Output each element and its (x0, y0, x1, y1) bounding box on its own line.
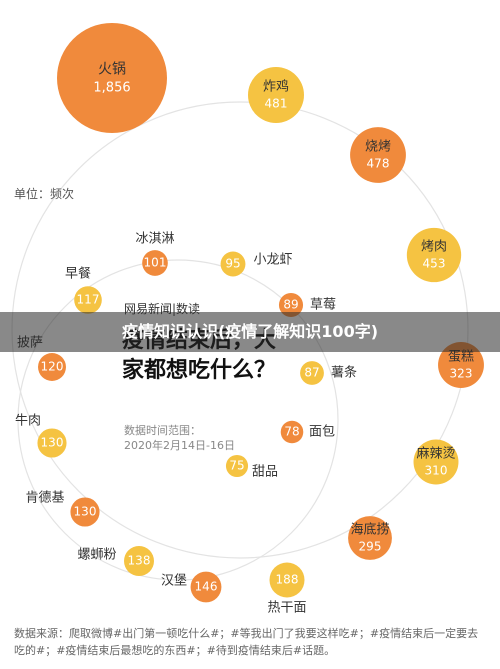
bubble-name: 面包 (309, 425, 335, 440)
bubble (278, 292, 304, 318)
bubble-value: 138 (128, 554, 151, 568)
bubble-value: 78 (284, 425, 299, 439)
bubble-value: 481 (265, 97, 288, 111)
bubble (269, 562, 305, 598)
bubble-value: 310 (425, 464, 448, 478)
bubble-name: 火锅 (98, 62, 126, 78)
bubble (70, 497, 100, 527)
bubble-value: 130 (41, 436, 64, 450)
inner-ring (17, 259, 339, 581)
bubble (406, 227, 462, 283)
bubble-name: 薯条 (331, 365, 357, 381)
bubble-value: 75 (229, 459, 244, 473)
bubble (38, 353, 66, 381)
bubble (348, 516, 392, 560)
bubble (37, 428, 67, 458)
bubble (300, 361, 324, 385)
bubble-name: 麻辣烫 (416, 447, 455, 462)
bubble-name: 螺蛳粉 (77, 548, 116, 563)
date-range: 2020年2月14日-16日 (124, 439, 235, 452)
bubble-name: 小龙虾 (253, 253, 292, 268)
bubble (124, 546, 154, 576)
bubble-name: 海底捞 (350, 522, 389, 538)
bubble-name: 烤肉 (421, 240, 447, 255)
bubble-value: 295 (359, 540, 382, 554)
bubble (248, 67, 304, 123)
unit-label: 单位：频次 (14, 187, 75, 201)
bubble-value: 89 (283, 298, 298, 312)
bubble (225, 454, 249, 478)
bubble (142, 250, 168, 276)
bubble-value: 188 (276, 573, 299, 587)
bubble-value: 101 (144, 256, 167, 270)
bubble-value: 478 (367, 157, 390, 171)
bubble-name: 冰淇淋 (135, 232, 174, 247)
bubble (220, 251, 246, 277)
bubble (280, 420, 304, 444)
bubble-name: 甜品 (252, 464, 278, 480)
bubble-value: 1,856 (93, 80, 130, 95)
bubble-value: 453 (423, 257, 446, 271)
bubble-value: 323 (450, 367, 473, 381)
bubble (190, 571, 222, 603)
bubble-name: 早餐 (65, 266, 91, 282)
source: 数据来源：爬取微博#出门第一顿吃什么#；#等我出门了我要这样吃#；#疫情结束后一… (14, 627, 479, 657)
bubble-value: 87 (304, 366, 319, 380)
bubble-name: 汉堡 (161, 573, 187, 589)
bubble-value: 146 (195, 580, 218, 594)
bubble-name: 烧烤 (365, 140, 391, 155)
bubble (57, 23, 167, 133)
date-label: 数据时间范围： (124, 424, 201, 437)
banner: 疫情知识认识(疫情了解知识100字) (0, 312, 500, 352)
bubble (438, 342, 484, 388)
bubble-value: 117 (77, 293, 100, 307)
bubble-value: 130 (74, 505, 97, 519)
bubble-name: 蛋糕 (448, 350, 474, 365)
bubble-name: 肯德基 (25, 491, 64, 506)
bubble-name: 炸鸡 (263, 79, 289, 95)
bubble-value: 120 (41, 360, 64, 374)
bubble (74, 286, 102, 314)
bubble (350, 127, 406, 183)
bubble-name: 热干面 (267, 601, 306, 616)
bubble-name: 草莓 (310, 298, 336, 313)
bubble (413, 439, 459, 485)
bubble-name: 牛肉 (15, 414, 41, 429)
bubble-value: 95 (225, 257, 240, 271)
